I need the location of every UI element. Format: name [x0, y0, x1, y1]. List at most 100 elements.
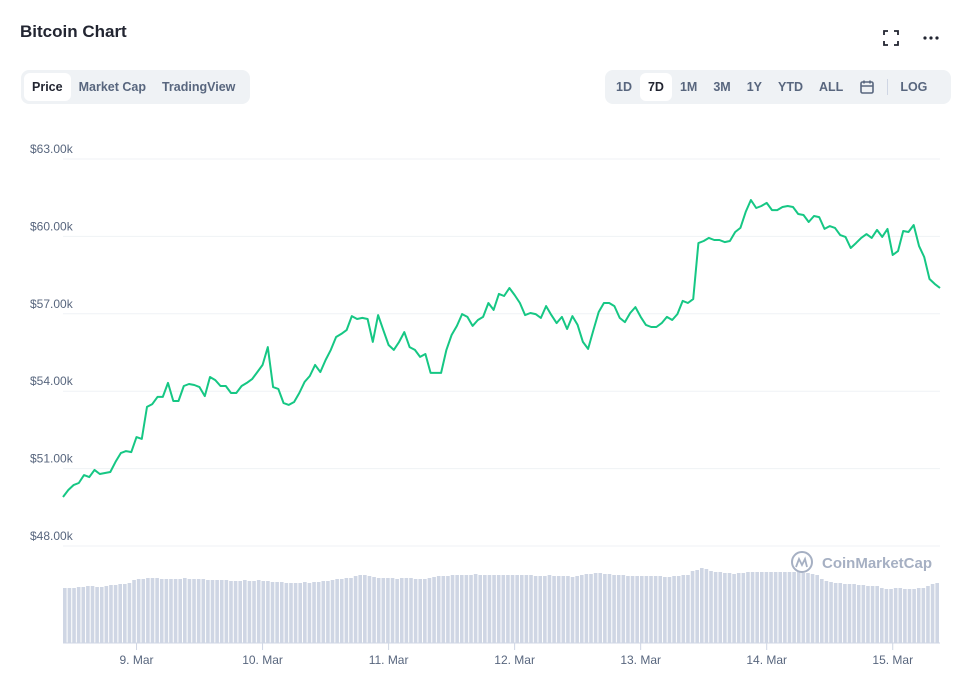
- volume-bar: [930, 584, 935, 643]
- volume-bar: [224, 580, 229, 643]
- volume-bar: [533, 576, 538, 643]
- volume-bar: [446, 576, 450, 643]
- volume-bar: [358, 575, 363, 643]
- volume-bar: [783, 572, 787, 643]
- volume-bar: [376, 578, 381, 643]
- volume-bar: [473, 574, 478, 643]
- fullscreen-icon[interactable]: [881, 28, 901, 48]
- volume-bar: [519, 575, 524, 643]
- chart-title: Bitcoin Chart: [20, 22, 127, 41]
- volume-bar: [196, 579, 201, 643]
- volume-bar: [386, 578, 390, 643]
- volume-bar: [686, 575, 690, 643]
- volume-bar: [136, 579, 141, 643]
- volume-bar: [732, 574, 736, 643]
- volume-bar: [178, 579, 183, 643]
- volume-bar: [183, 578, 187, 643]
- volume-bar: [95, 587, 99, 643]
- volume-bar: [372, 577, 376, 643]
- volume-bar: [879, 588, 884, 643]
- volume-bar: [593, 573, 598, 643]
- volume-bar: [538, 576, 543, 643]
- calendar-icon[interactable]: [851, 73, 883, 101]
- volume-bar: [847, 584, 852, 643]
- volume-bar: [727, 573, 732, 643]
- volume-bar: [418, 579, 423, 643]
- volume-bar: [903, 589, 907, 643]
- volume-bar: [90, 586, 95, 643]
- volume-bar: [150, 578, 155, 643]
- x-tick-label: 13. Mar: [620, 653, 661, 667]
- volume-bar: [441, 576, 446, 643]
- view-tabs: Price Market Cap TradingView: [21, 70, 250, 104]
- volume-bar: [866, 586, 870, 643]
- volume-bar: [806, 573, 810, 643]
- volume-bar: [543, 576, 547, 643]
- y-tick-label: $63.00k: [30, 142, 74, 156]
- volume-bar: [118, 584, 123, 643]
- y-tick-label: $54.00k: [30, 374, 74, 388]
- volume-bar: [603, 574, 607, 643]
- volume-bar: [736, 573, 741, 643]
- volume-bar: [907, 589, 912, 643]
- volume-bar: [326, 581, 330, 643]
- volume-bar: [173, 579, 178, 643]
- volume-bar: [233, 581, 238, 643]
- more-horizontal-icon[interactable]: [921, 28, 941, 48]
- volume-bar: [852, 584, 856, 643]
- volume-bar: [159, 579, 164, 643]
- volume-bar: [270, 582, 275, 643]
- volume-bar: [759, 572, 764, 643]
- volume-bar: [261, 581, 266, 643]
- volume-bar: [718, 572, 723, 643]
- volume-bar: [339, 579, 344, 643]
- log-toggle[interactable]: LOG: [900, 80, 928, 94]
- y-tick-label: $57.00k: [30, 297, 74, 311]
- volume-bar: [247, 581, 252, 643]
- volume-bar: [252, 581, 256, 643]
- volume-bar: [575, 576, 579, 643]
- tab-tradingview[interactable]: TradingView: [161, 80, 236, 94]
- volume-bar: [547, 575, 552, 643]
- volume-bar: [630, 576, 635, 643]
- range-ytd[interactable]: YTD: [778, 80, 804, 94]
- volume-bar: [621, 575, 626, 643]
- volume-bar: [459, 575, 464, 643]
- volume-bar: [501, 575, 506, 643]
- volume-bar: [792, 572, 796, 643]
- volume-bar: [916, 588, 921, 643]
- volume-bar: [423, 579, 427, 643]
- volume-bar: [164, 579, 169, 643]
- volume-bar: [141, 579, 146, 643]
- price-line: [62, 199, 941, 498]
- volume-bar: [76, 587, 81, 643]
- range-7d[interactable]: 7D: [639, 73, 672, 101]
- range-1y[interactable]: 1Y: [746, 80, 763, 94]
- tab-price[interactable]: Price: [24, 73, 71, 101]
- volume-bar: [810, 574, 815, 643]
- volume-bar: [395, 579, 399, 643]
- volume-bar: [330, 580, 335, 643]
- volume-bar: [146, 578, 150, 643]
- volume-bar: [381, 578, 386, 643]
- volume-bar: [219, 580, 224, 643]
- volume-bar: [266, 581, 270, 643]
- range-1d[interactable]: 1D: [616, 80, 632, 94]
- x-tick-label: 12. Mar: [494, 653, 535, 667]
- volume-bar: [427, 578, 432, 643]
- y-tick-label: $60.00k: [30, 219, 74, 233]
- volume-bar: [889, 589, 893, 643]
- volume-bar: [409, 578, 413, 643]
- volume-bar: [893, 588, 898, 643]
- volume-bar: [667, 577, 672, 643]
- volume-bar: [750, 572, 755, 643]
- volume-bar: [598, 573, 603, 643]
- range-all[interactable]: ALL: [819, 80, 844, 94]
- range-1m[interactable]: 1M: [679, 80, 698, 94]
- volume-bar: [187, 579, 192, 643]
- volume-bar: [773, 572, 778, 643]
- range-3m[interactable]: 3M: [713, 80, 731, 94]
- tab-market-cap[interactable]: Market Cap: [78, 80, 146, 94]
- volume-bar: [303, 582, 307, 643]
